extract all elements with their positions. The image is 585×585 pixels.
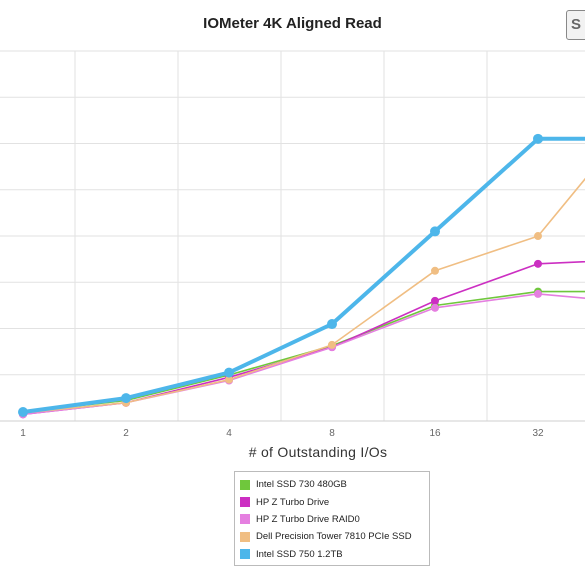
data-point <box>533 133 543 144</box>
data-point <box>328 340 336 349</box>
series-line <box>22 290 585 413</box>
series-line <box>22 177 585 414</box>
legend-item: Dell Precision Tower 7810 PCIe SSD <box>240 528 424 545</box>
data-point <box>534 289 542 298</box>
data-point <box>224 367 234 378</box>
data-point <box>327 319 337 330</box>
x-tick-label: 2 <box>123 428 129 439</box>
legend-label: HP Z Turbo Drive RAID0 <box>256 513 360 525</box>
data-point <box>431 296 439 305</box>
data-point <box>18 407 28 417</box>
series-intel-ssd-750-1-2tb <box>18 133 585 417</box>
legend-item: HP Z Turbo Drive <box>240 493 424 510</box>
data-point <box>534 259 542 268</box>
legend-swatch <box>240 497 250 508</box>
x-tick-labels: 1 2 4 8 16 32 <box>20 428 544 439</box>
chart-legend: Intel SSD 730 480GB HP Z Turbo Drive HP Z … <box>234 471 430 566</box>
x-tick-label: 8 <box>329 428 335 439</box>
chart-title: IOMeter 4K Aligned Read <box>203 15 382 32</box>
legend-label: Dell Precision Tower 7810 PCIe SSD <box>256 531 412 543</box>
legend-item: Intel SSD 750 1.2TB <box>240 546 424 563</box>
legend-item: HP Z Turbo Drive RAID0 <box>240 511 424 528</box>
legend-swatch <box>240 531 250 542</box>
legend-label: Intel SSD 750 1.2TB <box>256 548 343 560</box>
data-point <box>431 303 439 312</box>
chart-grid <box>0 50 585 422</box>
x-tick-label: 1 <box>20 428 26 439</box>
x-axis-label: # of Outstanding I/Os <box>248 444 388 460</box>
x-tick-label: 32 <box>532 428 544 439</box>
legend-swatch <box>240 479 250 490</box>
series-intel-ssd-730-480gb <box>19 287 585 416</box>
series-line <box>22 136 585 414</box>
data-point <box>225 375 233 384</box>
legend-swatch <box>240 514 250 525</box>
data-point <box>431 266 439 275</box>
data-point <box>121 393 131 404</box>
x-tick-label: 4 <box>226 428 232 439</box>
data-point <box>430 226 440 237</box>
x-tick-label: 16 <box>429 428 441 439</box>
legend-label: HP Z Turbo Drive <box>256 496 330 508</box>
chart-series <box>18 133 585 419</box>
data-point <box>534 232 542 241</box>
legend-swatch <box>240 549 250 560</box>
legend-label: Intel SSD 730 480GB <box>256 479 347 491</box>
series-dell-precision-tower-7810-pcie-ssd <box>19 177 585 417</box>
legend-item: Intel SSD 730 480GB <box>240 476 424 493</box>
site-logo: S <box>566 10 585 40</box>
